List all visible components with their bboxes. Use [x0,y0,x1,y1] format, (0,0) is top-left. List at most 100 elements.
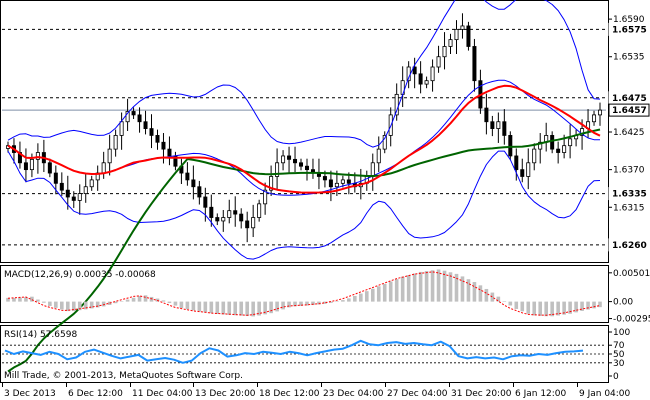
macd-bar [400,276,405,302]
candle-body [424,80,429,85]
candle-body [592,114,597,123]
candle-body [251,217,256,229]
candle-body [233,210,238,215]
macd-bar [484,288,489,302]
x-tick-label: 23 Dec 04:00 [323,389,384,399]
candle-body [430,66,435,82]
macd-bar [42,301,46,303]
macd-bar [568,301,572,314]
level-tag-label: 1.6575 [612,25,647,35]
candle-body [227,210,232,218]
level-tag-box [608,103,650,117]
macd-bar [77,301,82,311]
macd-signal-line [7,271,601,316]
macd-bar [311,301,315,306]
candles [5,13,603,243]
level-tag-box [608,238,650,252]
x-tick-label: 11 Dec 04:00 [132,389,193,399]
macd-label: MACD(12,26,9) 0.00035 -0.00068 [4,270,156,280]
candle-body [221,217,226,222]
macd-bar [143,295,148,302]
macd-bar [257,301,261,316]
candle-body [101,162,106,174]
candle-body [538,141,543,150]
fast-ma-line [7,84,601,194]
macd-bar [406,275,411,302]
candle-body [460,25,465,30]
macd-bar [83,301,88,310]
candle-body [293,158,298,164]
macd-bar [347,298,351,302]
bollinger-upper-line [7,0,601,148]
macd-bar [592,301,596,309]
macd-bar [299,301,303,306]
macd-bar [30,296,34,302]
macd-bar [197,301,202,312]
macd-bar [496,296,501,302]
macd-bar [203,301,208,313]
x-tick-label: 3 Dec 2013 [4,389,56,399]
macd-panel-frame[interactable] [0,265,609,323]
candle-body [209,206,214,218]
macd-bar [532,301,537,316]
y-tick-label: 1.6315 [613,203,645,213]
candle-body [520,169,525,177]
macd-bar [412,273,417,302]
macd-bar [101,301,106,307]
candle-body [472,46,477,82]
price-panel-frame[interactable] [0,0,609,263]
macd-bar [472,282,477,302]
macd-bar [161,300,166,302]
candle-body [466,25,471,47]
candle-body [89,179,94,188]
level-tag-box [608,187,650,201]
macd-bar [364,291,369,302]
macd-bar [71,301,76,311]
macd-bar [376,286,381,302]
macd-bar [227,301,232,315]
y-tick-label: 1.6535 [613,53,645,63]
macd-bar [269,301,273,314]
macd-y-tick-label: -0.00295 [613,315,650,325]
macd-bar [36,299,40,302]
macd-bar [508,301,513,306]
candle-body [155,135,160,143]
macd-bar [221,301,226,315]
candle-body [287,155,292,160]
macd-bar [107,301,112,305]
macd-bar [370,288,375,302]
candle-body [185,172,190,181]
candle-body [77,193,82,201]
copyright-text: Mill Trade, © 2001-2013, MetaQuotes Soft… [4,371,243,381]
candle-body [215,217,220,222]
macd-bar [167,301,172,304]
macd-bar [54,301,58,308]
y-tick-label: 1.6370 [613,166,645,176]
time-axis: 3 Dec 2013 6 Dec 12:00 11 Dec 04:00 13 Dec … [2,383,631,399]
candle-body [556,148,561,153]
candle-body [340,179,345,184]
level-tag-label: 1.6335 [612,190,647,200]
candle-body [496,121,501,129]
macd-bar [598,301,602,308]
candle-body [107,148,112,164]
rsi-y-tick-label: 30 [613,359,625,369]
macd-bar [526,301,531,314]
macd-bar [131,297,136,302]
candle-body [239,213,244,222]
candle-body [436,56,441,68]
x-tick-label: 18 Dec 12:00 [259,389,320,399]
candle-body [113,135,118,150]
macd-bar [263,301,267,315]
macd-bar [233,301,238,316]
candle-body [161,141,166,150]
candle-body [304,165,309,171]
macd-bar [281,301,285,310]
slow-ma-line [7,128,601,373]
macd-bar [562,301,566,315]
candle-body [484,107,489,123]
macd-bar [442,270,447,302]
candle-body [490,121,495,129]
